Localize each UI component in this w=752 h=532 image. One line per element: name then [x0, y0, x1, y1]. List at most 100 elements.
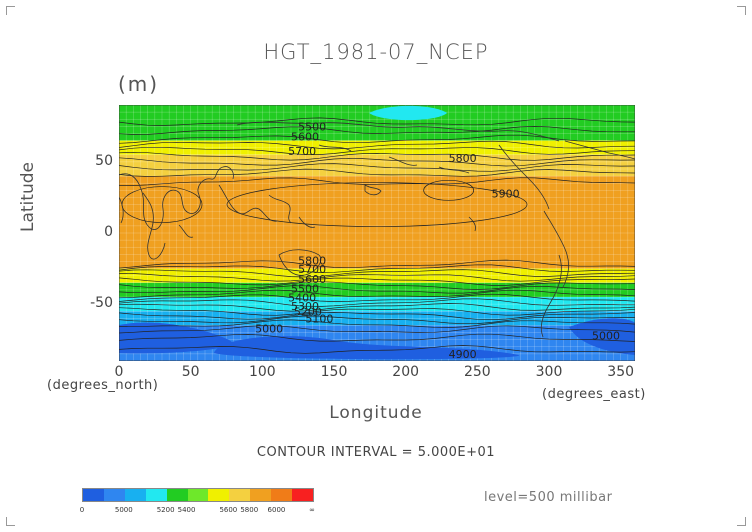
map-plot: 5500560057005800590058005700560055005400… — [119, 105, 635, 361]
contour-line — [119, 146, 635, 155]
colorbar-segment — [208, 489, 230, 501]
x-axis-right-unit: (degrees_east) — [542, 387, 646, 402]
colorbar-segment — [124, 489, 146, 501]
color-band — [119, 154, 635, 177]
corner-mark — [737, 6, 746, 15]
polar-low-south-3 — [569, 318, 635, 355]
y-tick-label: 50 — [95, 152, 113, 169]
contour-line — [119, 307, 635, 316]
colorbar-segment — [83, 489, 104, 501]
contour-label: 5700 — [298, 263, 326, 276]
contour-label: 5000 — [255, 323, 283, 336]
contour-label: 5800 — [449, 152, 477, 165]
contour-label: 5500 — [298, 121, 326, 134]
corner-mark — [6, 6, 15, 15]
colorbar-segment — [250, 489, 272, 501]
contour-line — [119, 312, 635, 321]
corner-mark — [6, 517, 15, 526]
contour-label: 5300 — [291, 300, 319, 313]
contour-labels: 5500560057005800590058005700560055005400… — [255, 121, 620, 361]
contour-line — [119, 117, 635, 126]
contour-label: 5400 — [288, 291, 316, 304]
color-band — [119, 282, 635, 297]
colorbar-label: 5400 — [177, 506, 196, 514]
contour-label: 5700 — [288, 145, 316, 158]
colorbar-segment — [292, 489, 313, 501]
contour-line — [119, 277, 635, 286]
contour-label: 5600 — [298, 273, 326, 286]
contour-line — [119, 163, 635, 172]
contour-label: 5000 — [592, 330, 620, 343]
x-tick-label: 200 — [392, 364, 420, 380]
level-text: level=500 millibar — [484, 490, 613, 505]
colorbar-label: 6000 — [267, 506, 286, 514]
contour-line — [119, 269, 635, 278]
colorbar-segment — [166, 489, 188, 501]
colorbar-label: 5000 — [114, 506, 133, 514]
colorbar-segment — [271, 489, 293, 501]
colorbar-segment — [229, 489, 251, 501]
contour-line — [119, 259, 635, 269]
contour-line — [119, 157, 635, 167]
color-band — [119, 176, 635, 269]
contour-line — [119, 333, 635, 342]
contour-label: 5100 — [305, 313, 333, 326]
contour-line — [423, 179, 475, 201]
x-axis-left-unit: (degrees_north) — [47, 378, 159, 393]
contour-line — [119, 140, 635, 150]
units-label: (m) — [118, 72, 160, 96]
y-tick-label: -50 — [90, 295, 113, 312]
contour-line — [119, 285, 635, 294]
contour-line — [119, 319, 635, 328]
x-tick-label: 250 — [463, 364, 491, 380]
grid-lines — [119, 105, 635, 361]
contour-label: 4900 — [449, 348, 477, 361]
colorbar — [82, 488, 314, 502]
contour-line — [119, 325, 635, 334]
map-title: HGT_1981-07_NCEP — [263, 40, 489, 64]
contour-line — [119, 273, 635, 282]
x-tick-label: 350 — [607, 364, 635, 380]
x-tick-label: 150 — [320, 364, 348, 380]
contour-label: 5900 — [492, 187, 520, 200]
contour-line — [119, 289, 635, 299]
contour-line — [119, 126, 635, 135]
contour-label: 5600 — [291, 131, 319, 144]
polar-low-north — [369, 105, 447, 121]
colorbar-segment — [187, 489, 209, 501]
contour-lines — [119, 117, 635, 354]
contour-line — [119, 345, 635, 354]
x-tick-label: 0 — [114, 364, 124, 380]
color-band — [119, 140, 635, 155]
contour-label: 5800 — [298, 254, 326, 267]
colorbar-label: 5600 — [219, 506, 238, 514]
x-axis-label: Longitude — [329, 403, 423, 423]
colorbar-segment — [145, 489, 167, 501]
contour-line — [119, 281, 635, 290]
colorbar-segment — [103, 489, 125, 501]
contour-line — [119, 168, 635, 177]
contour-line — [119, 303, 635, 312]
contour-line — [226, 182, 528, 227]
colorbar-label: ∞ — [309, 506, 315, 514]
color-band — [119, 297, 635, 312]
contour-line — [119, 177, 635, 186]
y-axis-label: Latitude — [18, 162, 38, 232]
y-tick-label: 0 — [104, 224, 113, 240]
contour-line — [119, 315, 635, 325]
x-tick-label: 50 — [181, 364, 200, 380]
contour-line — [119, 293, 635, 302]
coastlines — [119, 121, 635, 338]
colorbar-label: 5800 — [240, 506, 259, 514]
corner-mark — [737, 517, 746, 526]
contour-line — [119, 264, 635, 273]
contour-label: 5500 — [291, 283, 319, 296]
colorbar-label: 5200 — [156, 506, 175, 514]
x-tick-label: 100 — [248, 364, 276, 380]
contour-interval-text: CONTOUR INTERVAL = 5.000E+01 — [256, 445, 496, 460]
colorbar-label: 0 — [79, 506, 85, 514]
polar-low-south — [214, 336, 520, 360]
contour-label: 5200 — [294, 305, 322, 318]
x-tick-label: 300 — [535, 364, 563, 380]
contour-line — [119, 151, 635, 161]
